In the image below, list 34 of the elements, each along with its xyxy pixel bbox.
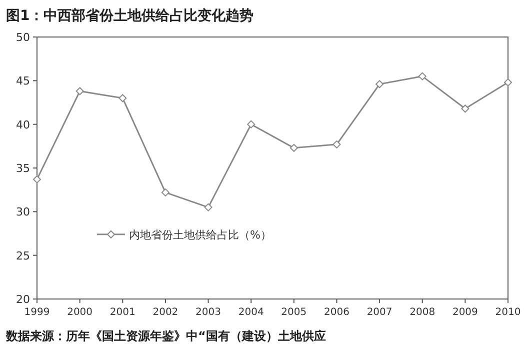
point	[76, 87, 84, 96]
point	[33, 175, 41, 184]
point	[461, 104, 470, 113]
y-tick-label: 35	[16, 162, 30, 175]
point	[204, 203, 212, 212]
y-tick-label: 40	[16, 118, 30, 132]
x-tick-label: 2009	[452, 307, 478, 318]
point	[332, 140, 341, 148]
y-tick-label: 20	[16, 293, 30, 306]
x-tick-label: 2007	[366, 307, 392, 318]
y-tick-label: 30	[16, 206, 30, 219]
x-tick-label: 2004	[238, 307, 264, 318]
y-tick-label: 50	[16, 31, 30, 44]
point	[247, 120, 256, 128]
x-tick-label: 2002	[152, 307, 178, 318]
chart-title: 图1：中西部省份土地供给占比变化趋势	[6, 7, 254, 24]
legend-label: 内地省份土地供给占比（%）	[129, 228, 272, 242]
point	[290, 144, 298, 152]
x-tick-label: 2005	[281, 307, 307, 318]
y-tick-label: 45	[16, 74, 30, 88]
x-tick-label: 2006	[324, 307, 350, 318]
point	[161, 188, 170, 196]
x-tick-label: 2000	[67, 307, 93, 318]
point	[418, 72, 426, 80]
x-tick-label: 2008	[410, 307, 436, 318]
point	[376, 80, 384, 88]
x-tick-label: 2010	[495, 307, 521, 318]
source-note: 数据来源：历年《国土资源年鉴》中“国有（建设）土地供应	[5, 329, 326, 343]
point	[118, 94, 127, 102]
y-tick-label: 25	[16, 249, 30, 262]
x-tick-label: 1999	[24, 307, 50, 318]
x-tick-label: 2001	[110, 307, 136, 318]
x-tick-label: 2003	[196, 307, 221, 318]
point	[504, 78, 512, 86]
